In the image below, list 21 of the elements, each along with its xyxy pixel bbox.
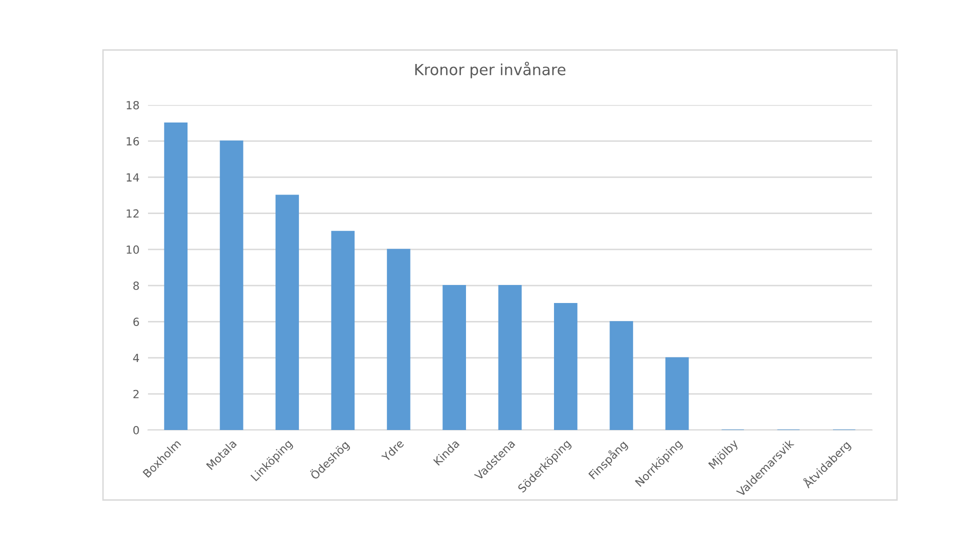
y-tick-label: 14 — [126, 173, 140, 182]
bar — [442, 285, 466, 430]
y-tick-label: 8 — [133, 282, 139, 290]
bar — [331, 230, 355, 430]
bar — [164, 122, 188, 430]
y-tick-label: 4 — [133, 354, 140, 362]
bar — [386, 248, 410, 430]
y-tick-label: 16 — [126, 137, 139, 146]
y-tick-label: 0 — [133, 426, 139, 434]
y-tick-label: 10 — [126, 245, 139, 254]
bar — [220, 140, 244, 430]
bar — [554, 303, 578, 430]
bar — [610, 321, 634, 430]
bar — [498, 285, 522, 430]
bar — [276, 194, 299, 430]
y-tick-label: 6 — [133, 318, 139, 326]
chart-title: Kronor per invånare — [415, 62, 566, 78]
bar — [665, 357, 689, 430]
y-tick-label: 18 — [126, 100, 139, 110]
y-tick-label: 2 — [133, 390, 139, 398]
y-tick-label: 12 — [126, 209, 139, 218]
